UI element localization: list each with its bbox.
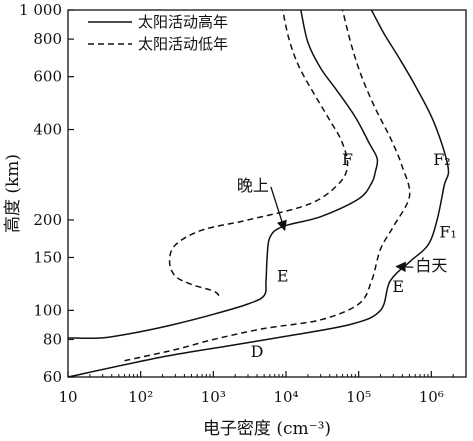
axes: 10 10² 10³ 10⁴ 10⁵ 10⁶ 60 80 100 150 200 400 600 800 1… (19, 1, 467, 406)
series-line-1 (67, 9, 379, 340)
annotation-arrow (395, 261, 414, 273)
y-tick-label: 150 (33, 248, 62, 266)
annotation-label: 白天 (415, 256, 447, 275)
profile-curves (67, 9, 450, 378)
y-tick-label: 800 (33, 30, 62, 48)
x-tick-label: 10² (128, 388, 153, 406)
annotation-arrow (270, 186, 287, 232)
x-axis-label: 电子密度 (cm⁻³) (203, 419, 331, 439)
plot-area (67, 9, 467, 378)
y-tick-label: 80 (43, 330, 62, 348)
x-tick-label: 10⁴ (273, 388, 298, 406)
series-line-3 (124, 9, 411, 362)
annotation-label: F (342, 150, 353, 169)
y-axis-label: 高度 (km) (3, 154, 23, 233)
y-tick-label: 100 (33, 301, 62, 319)
annotation-label: E (392, 277, 404, 296)
annotation-label: D (251, 342, 264, 361)
y-tick-label: 1 000 (19, 1, 62, 19)
legend-label: 太阳活动低年 (138, 35, 228, 53)
annotation-label: F₁ (439, 222, 457, 241)
series-line-2 (168, 9, 349, 297)
y-tick-label: 60 (43, 368, 62, 386)
y-tick-label: 200 (33, 211, 62, 229)
x-tick-label: 10 (58, 388, 77, 406)
plot-frame (67, 9, 467, 378)
x-tick-label: 10⁵ (346, 388, 371, 406)
annotation-label: E (277, 266, 289, 285)
annotation-label: 晚上 (237, 176, 269, 195)
series-line-4 (67, 9, 450, 378)
x-tick-label: 10⁶ (419, 388, 444, 406)
y-tick-label: 600 (33, 68, 62, 86)
y-tick-label: 400 (33, 121, 62, 139)
annotation-label: F₂ (433, 150, 451, 169)
legend-label: 太阳活动高年 (138, 13, 228, 31)
x-tick-label: 10³ (201, 388, 226, 406)
